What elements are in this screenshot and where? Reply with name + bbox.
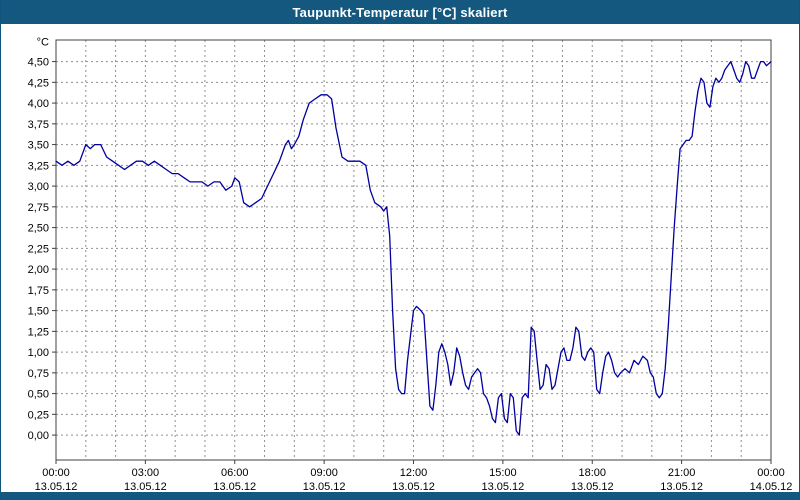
x-tick-time: 00:00 xyxy=(42,467,70,479)
y-tick-label: 3,75 xyxy=(28,119,49,131)
x-tick-date: 13.05.12 xyxy=(124,481,167,492)
y-tick-label: 3,25 xyxy=(28,160,49,172)
x-tick-date: 13.05.12 xyxy=(213,481,256,492)
gridlines xyxy=(55,40,772,460)
x-tick-time: 03:00 xyxy=(132,467,160,479)
title-bar: Taupunkt-Temperatur [°C] skaliert xyxy=(1,0,799,24)
y-axis-unit: °C xyxy=(37,37,49,49)
y-tick-label: 2,00 xyxy=(28,264,49,276)
x-tick-date: 13.05.12 xyxy=(481,481,524,492)
y-tick-label: 1,50 xyxy=(28,306,49,318)
x-tick-time: 18:00 xyxy=(578,467,606,479)
y-tick-label: 3,00 xyxy=(28,181,49,193)
y-tick-label: 2,25 xyxy=(28,243,49,255)
window-title: Taupunkt-Temperatur [°C] skaliert xyxy=(292,4,508,20)
y-tick-label: 2,75 xyxy=(28,202,49,214)
y-tick-label: 0,00 xyxy=(28,430,49,442)
x-tick-time: 00:00 xyxy=(757,467,785,479)
x-tick-time: 15:00 xyxy=(489,467,517,479)
y-tick-label: 4,25 xyxy=(28,77,49,89)
bottom-bar xyxy=(1,492,799,500)
y-tick-label: 2,50 xyxy=(28,223,49,235)
x-tick-time: 06:00 xyxy=(221,467,249,479)
x-tick-date: 13.05.12 xyxy=(35,481,78,492)
data-series xyxy=(55,60,772,436)
line-chart: 0,00 0,25 0,50 0,75 1,00 1,25 1,50 1,75 2,00 2,25… xyxy=(28,37,793,492)
y-tick-label: 0,25 xyxy=(28,409,49,421)
x-tick-time: 12:00 xyxy=(400,467,428,479)
y-tick-label: 0,75 xyxy=(28,368,49,380)
series-line xyxy=(55,60,772,436)
axis-labels: 0,00 0,25 0,50 0,75 1,00 1,25 1,50 1,75 2,00 2,25… xyxy=(28,37,793,492)
x-tick-date: 13.05.12 xyxy=(392,481,435,492)
y-tick-label: 0,50 xyxy=(28,389,49,401)
y-tick-label: 4,50 xyxy=(28,57,49,69)
x-tick-time: 09:00 xyxy=(310,467,338,479)
axes xyxy=(52,39,772,464)
x-tick-date: 13.05.12 xyxy=(303,481,346,492)
y-tick-label: 1,25 xyxy=(28,326,49,338)
y-tick-label: 3,50 xyxy=(28,140,49,152)
x-tick-date: 14.05.12 xyxy=(750,481,793,492)
y-tick-label: 1,75 xyxy=(28,285,49,297)
x-tick-date: 13.05.12 xyxy=(571,481,614,492)
x-tick-date: 13.05.12 xyxy=(660,481,703,492)
chart-area: 0,00 0,25 0,50 0,75 1,00 1,25 1,50 1,75 2,00 2,25… xyxy=(1,24,799,492)
y-tick-label: 4,00 xyxy=(28,98,49,110)
x-tick-time: 21:00 xyxy=(668,467,696,479)
y-tick-label: 1,00 xyxy=(28,347,49,359)
